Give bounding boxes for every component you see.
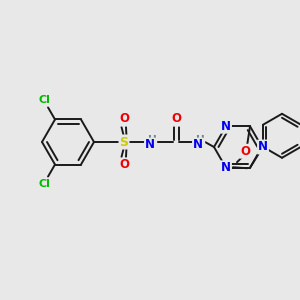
Text: H: H [148, 135, 156, 145]
Text: N: N [221, 161, 231, 174]
Text: O: O [119, 112, 129, 125]
Text: O: O [171, 112, 181, 125]
Text: O: O [240, 145, 250, 158]
Text: N: N [145, 139, 155, 152]
Text: N: N [221, 120, 231, 133]
Text: H: H [196, 135, 204, 145]
Text: Cl: Cl [38, 95, 50, 105]
Text: O: O [119, 158, 129, 172]
Text: S: S [119, 136, 128, 148]
Text: Cl: Cl [38, 178, 50, 189]
Text: N: N [193, 139, 203, 152]
Text: N: N [258, 140, 268, 154]
